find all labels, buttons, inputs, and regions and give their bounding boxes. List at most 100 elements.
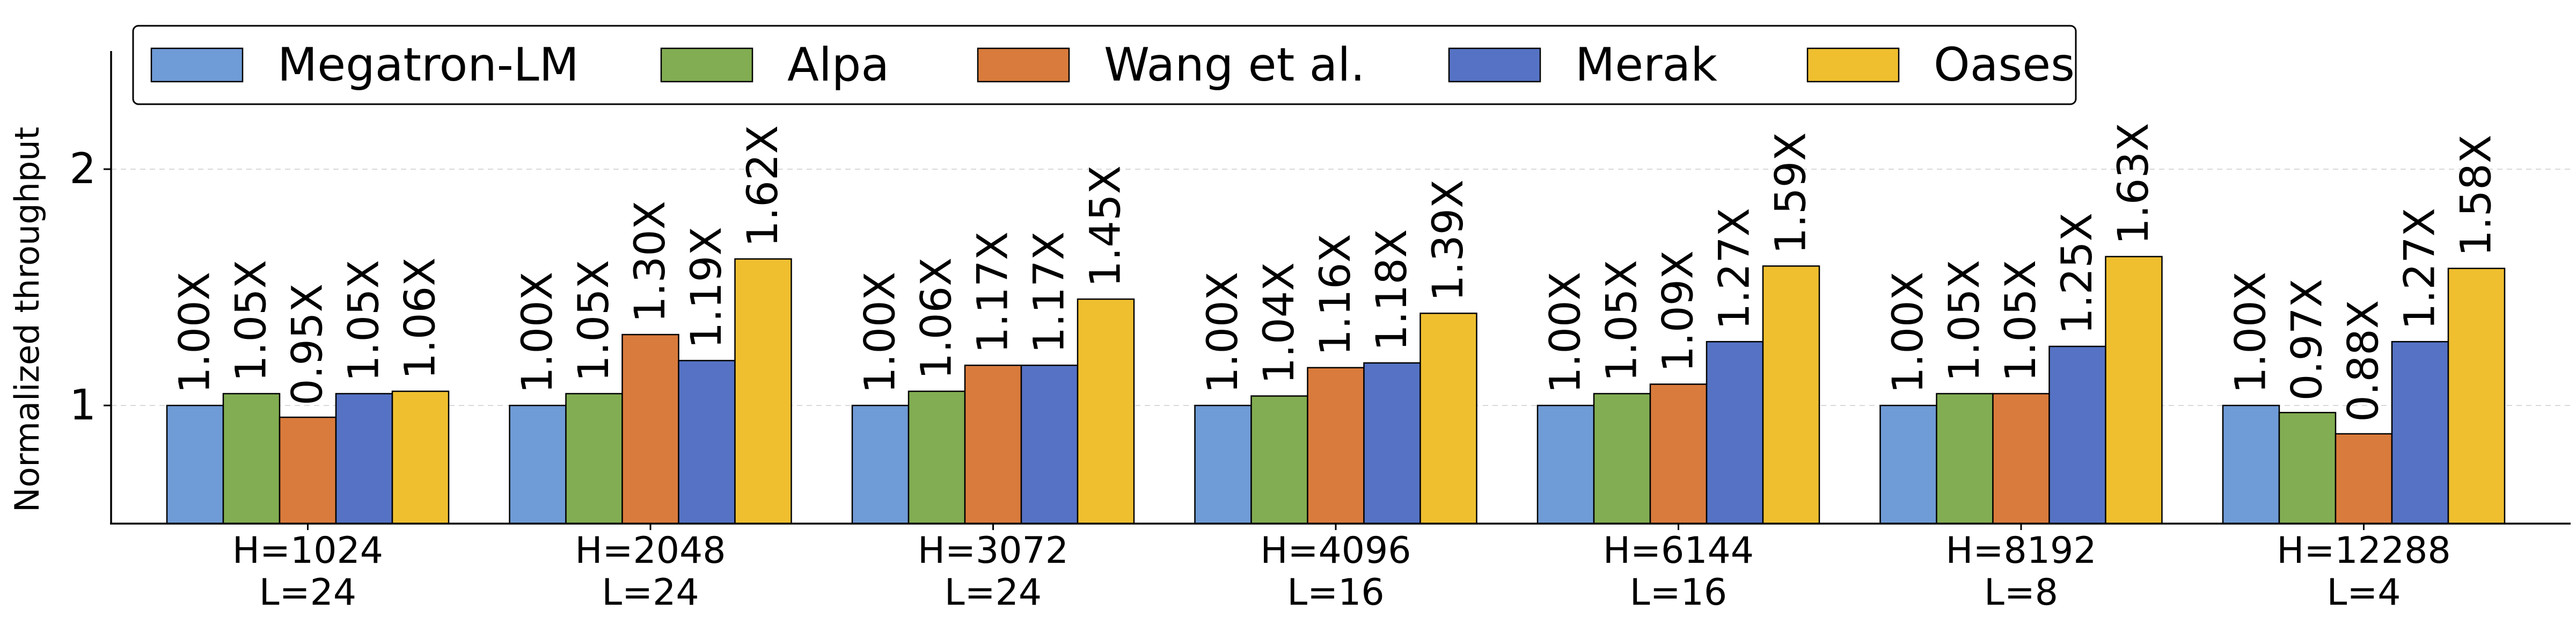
legend: Megatron-LM Alpa Wang et al. Merak Oases — [132, 25, 2077, 105]
y-axis-label: Normalized throughput — [8, 127, 47, 512]
data-label: 1.30X — [626, 201, 675, 323]
x-tick-label: L=16 — [1630, 571, 1727, 614]
x-tick-label: H=6144 — [1603, 530, 1754, 572]
x-tick-label: L=24 — [602, 571, 699, 614]
legend-box — [132, 25, 2077, 105]
data-label: 1.06X — [397, 257, 445, 379]
bar — [1077, 298, 1135, 525]
data-label: 1.00X — [1199, 272, 1247, 394]
data-label: 1.39X — [1424, 179, 1473, 301]
axes: H=1024L=24H=2048L=24H=3072L=24H=4096L=16… — [8, 51, 2571, 614]
bar — [222, 393, 281, 525]
bar — [1363, 362, 1421, 525]
data-label: 1.58X — [2453, 135, 2501, 257]
data-label: 1.05X — [570, 260, 618, 382]
data-label: 0.97X — [2284, 279, 2332, 401]
legend-label: Megatron-LM — [277, 38, 579, 92]
bar — [1419, 313, 1477, 525]
data-label: 1.27X — [2396, 208, 2445, 330]
data-label: 1.62X — [739, 125, 787, 247]
data-label: 1.18X — [1368, 229, 1416, 351]
data-label: 1.17X — [969, 231, 1018, 353]
bar — [2447, 267, 2506, 525]
legend-swatch — [1448, 47, 1541, 83]
legend-label: Merak — [1575, 38, 1717, 92]
data-label: 1.27X — [1711, 208, 1759, 330]
legend-swatch — [660, 47, 753, 83]
bar — [2278, 411, 2337, 525]
bar — [2105, 256, 2163, 525]
data-label: 0.88X — [2340, 300, 2388, 422]
y-tick-label: 2 — [69, 145, 96, 193]
bar — [1706, 340, 1764, 525]
data-label: 0.95X — [284, 284, 332, 405]
bar — [1593, 393, 1651, 525]
bar — [1936, 393, 1994, 525]
legend-swatch — [150, 47, 244, 83]
data-label: 1.05X — [1598, 260, 1646, 382]
bar — [2048, 345, 2106, 525]
bar — [1536, 404, 1595, 525]
data-label: 1.09X — [1655, 250, 1703, 372]
bars — [166, 256, 2506, 525]
x-tick-label: H=1024 — [232, 530, 383, 572]
data-labels: 1.00X 1.05X 0.95X 1.05X 1.06X 1.00X 1.05X 1.30X… — [171, 123, 2501, 422]
legend-swatch — [1806, 47, 1900, 83]
x-tick-label: L=8 — [1984, 571, 2058, 614]
bar — [621, 334, 679, 525]
bar — [1879, 404, 1937, 525]
bar — [851, 404, 910, 525]
bar — [2334, 433, 2393, 525]
x-tick-label: L=4 — [2326, 571, 2401, 614]
x-tick-label: H=3072 — [918, 530, 1069, 572]
x-tick-label: L=24 — [945, 571, 1042, 614]
data-label: 1.00X — [1884, 272, 1933, 394]
legend-label: Wang et al. — [1104, 38, 1365, 92]
data-label: 1.05X — [1997, 260, 2045, 382]
legend-label: Alpa — [787, 38, 889, 92]
x-tick-label: L=16 — [1287, 571, 1384, 614]
data-label: 1.00X — [2227, 272, 2275, 394]
bar — [1194, 404, 1252, 525]
legend-swatch — [977, 47, 1070, 83]
data-label: 1.05X — [228, 260, 276, 382]
x-tick-label: H=4096 — [1260, 530, 1411, 572]
bar — [1020, 364, 1079, 525]
legend-label: Oases — [1934, 38, 2075, 92]
bar — [1762, 265, 1820, 525]
bar — [1992, 393, 2050, 525]
data-label: 1.16X — [1312, 234, 1360, 356]
data-label: 1.05X — [1941, 260, 1989, 382]
bar — [678, 360, 736, 525]
bar — [279, 416, 337, 525]
data-label: 1.25X — [2053, 213, 2102, 335]
y-tick-label: 1 — [69, 381, 96, 430]
bar — [1307, 367, 1365, 525]
bar — [2391, 340, 2449, 525]
bar — [2222, 404, 2280, 525]
data-label: 1.05X — [340, 260, 389, 382]
data-label: 1.59X — [1767, 132, 1816, 254]
x-tick-label: L=24 — [259, 571, 356, 614]
data-label: 1.45X — [1082, 165, 1130, 287]
bar — [509, 404, 567, 525]
data-label: 1.00X — [171, 272, 219, 394]
data-label: 1.00X — [857, 272, 905, 394]
bar — [1649, 383, 1708, 525]
data-label: 1.17X — [1026, 231, 1074, 353]
data-label: 1.00X — [514, 272, 562, 394]
data-label: 1.19X — [683, 227, 731, 349]
data-label: 1.63X — [2110, 123, 2158, 245]
data-label: 1.00X — [1542, 272, 1590, 394]
bar — [1250, 395, 1308, 525]
bar — [335, 393, 393, 525]
bar — [734, 258, 792, 525]
x-tick-label: H=2048 — [575, 530, 726, 572]
bar — [908, 390, 966, 525]
bar — [565, 393, 623, 525]
data-label: 1.06X — [913, 257, 961, 379]
bar — [166, 404, 224, 525]
x-tick-label: H=8192 — [1945, 530, 2096, 572]
data-label: 1.04X — [1255, 262, 1304, 384]
